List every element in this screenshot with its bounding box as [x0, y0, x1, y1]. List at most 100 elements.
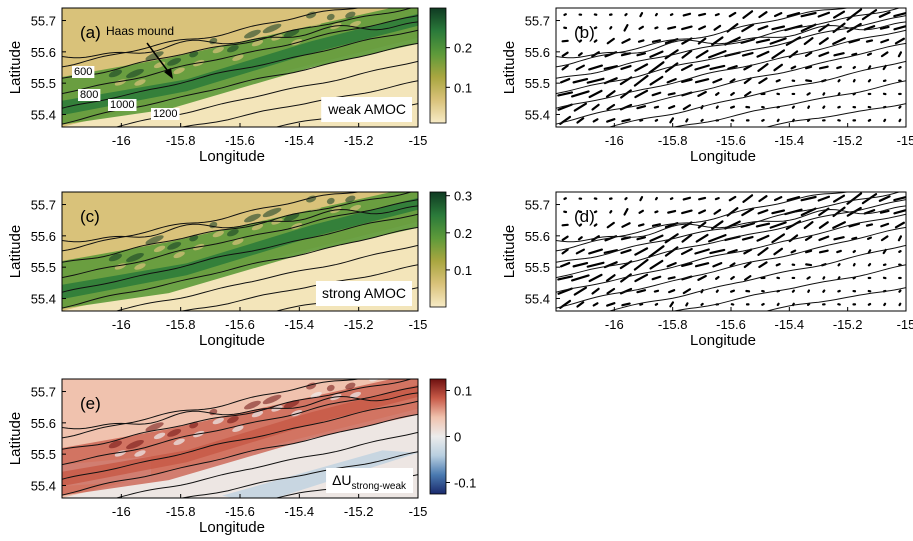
velocity-arrow: [557, 275, 574, 281]
annotation-arrow: [146, 42, 171, 75]
depth-contour: [556, 192, 850, 252]
y-tick-label: 55.4: [525, 291, 550, 306]
field-patch: [232, 425, 244, 433]
velocity-arrow: [833, 194, 846, 203]
field-patch: [212, 46, 224, 54]
field-patch: [232, 54, 244, 62]
velocity-arrow: [880, 38, 890, 44]
field-patch: [369, 379, 381, 382]
depth-contour: [556, 213, 906, 293]
velocity-arrow: [634, 247, 649, 256]
velocity-arrow: [769, 221, 787, 229]
velocity-arrow: [898, 118, 902, 123]
x-tick-label: -15.4: [285, 133, 315, 148]
velocity-arrow: [649, 75, 664, 86]
depth-contour: [764, 287, 906, 311]
velocity-arrow: [654, 118, 659, 122]
velocity-arrow: [818, 37, 829, 45]
velocity-arrow: [852, 249, 856, 254]
velocity-arrow: [694, 64, 710, 71]
x-tick-label: -15.6: [225, 504, 255, 519]
velocity-arrow: [666, 261, 677, 268]
velocity-arrow: [880, 51, 889, 58]
velocity-arrow: [682, 288, 692, 295]
velocity-arrow: [898, 66, 902, 69]
field-patch: [227, 229, 239, 237]
field-patch: [345, 195, 356, 203]
velocity-arrow: [682, 12, 692, 17]
velocity-arrow: [893, 209, 906, 215]
panel-label: (c): [80, 207, 100, 226]
field-patch: [126, 253, 144, 263]
velocity-arrow: [669, 301, 675, 308]
velocity-arrow: [790, 65, 797, 70]
velocity-arrow: [806, 118, 811, 122]
velocity-arrow: [757, 25, 769, 31]
contour-label-box: [108, 99, 137, 111]
velocity-arrow: [593, 26, 598, 30]
velocity-arrow: [833, 236, 845, 241]
plot-area: [556, 8, 906, 127]
y-tick-label: 55.7: [31, 385, 56, 400]
velocity-arrow: [773, 63, 783, 72]
velocity-arrow: [822, 105, 826, 109]
velocity-arrow: [559, 261, 571, 268]
velocity-arrow: [623, 24, 629, 32]
velocity-arrow: [771, 233, 786, 244]
velocity-arrow: [624, 13, 628, 17]
y-axis-label: Latitude: [7, 412, 24, 465]
x-tick-label: -15.4: [285, 504, 315, 519]
velocity-arrow: [620, 89, 632, 99]
velocity-arrow: [817, 11, 831, 18]
velocity-arrow: [694, 262, 710, 268]
velocity-arrow: [591, 103, 600, 111]
field-patch: [361, 0, 379, 4]
field-label-box: [326, 468, 413, 493]
velocity-arrow: [561, 51, 569, 58]
velocity-arrow: [836, 249, 842, 254]
velocity-arrow: [709, 64, 726, 71]
field-patch: [283, 29, 300, 38]
y-tick-label: 55.6: [31, 229, 56, 244]
colorbar: [429, 378, 447, 495]
velocity-arrow: [637, 39, 645, 43]
velocity-arrow: [879, 209, 890, 214]
velocity-arrow: [894, 37, 905, 45]
velocity-arrow: [744, 275, 752, 281]
depth-contour: [556, 205, 906, 243]
velocity-arrow: [804, 51, 813, 57]
velocity-arrow: [667, 25, 677, 30]
field-label: strong AMOC: [322, 285, 406, 301]
velocity-arrow: [654, 26, 659, 30]
velocity-arrow: [867, 262, 872, 267]
velocity-arrow: [698, 196, 707, 201]
velocity-arrow: [715, 91, 720, 96]
velocity-arrow: [727, 249, 738, 254]
panel: -16 -15.8 -15.6 -15.4 -15.2 -15 55.4 55.5 55.6 55…: [501, 7, 913, 165]
velocity-arrow: [806, 276, 811, 280]
velocity-arrow: [791, 105, 796, 109]
velocity-arrow: [666, 77, 677, 84]
velocity-arrow: [606, 302, 616, 307]
field-label-box: [321, 97, 412, 122]
x-tick-label: -15.4: [775, 317, 805, 332]
x-tick-label: -15.4: [775, 133, 805, 148]
field-patch: [227, 416, 239, 424]
panel-label: (d): [574, 207, 595, 226]
velocity-arrow: [867, 249, 872, 254]
field-patch: [262, 23, 282, 34]
depth-contour: [179, 451, 418, 498]
field-patch: [310, 391, 322, 399]
depth-contour: [556, 8, 850, 68]
field-patch: [244, 400, 261, 410]
velocity-arrow: [621, 302, 631, 307]
velocity-arrow: [755, 222, 771, 228]
velocity-arrow: [805, 249, 813, 254]
velocity-arrow: [667, 209, 677, 214]
colorbar-tick-label: 0.2: [454, 41, 472, 56]
field-patch: [283, 400, 300, 409]
field-patch: [326, 197, 335, 205]
velocity-arrow: [883, 118, 887, 123]
x-tick-label: -15: [897, 317, 913, 332]
velocity-arrow: [832, 221, 846, 229]
